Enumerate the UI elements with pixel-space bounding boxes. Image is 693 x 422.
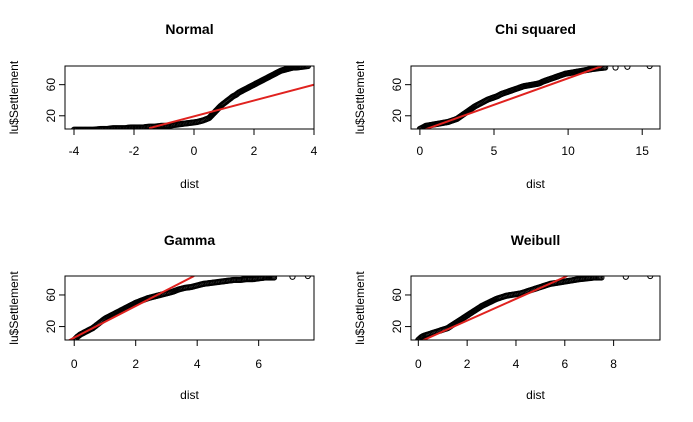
- x-tick-label: 2: [251, 144, 258, 158]
- reference-line: [423, 66, 603, 129]
- panel-title: Chi squared: [495, 21, 576, 37]
- panel-1: Chi squared 0 5 10 15 20 60 dist lu$Settlement: [353, 21, 661, 191]
- y-axis-label: lu$Settlement: [7, 60, 21, 134]
- x-axis-label: dist: [526, 177, 545, 191]
- reference-line: [148, 83, 314, 129]
- y-axis-label: lu$Settlement: [353, 60, 367, 134]
- plot-data: [416, 66, 653, 129]
- x-tick-label: 6: [561, 357, 568, 371]
- plot-frame: [64, 275, 315, 341]
- panel-title: Weibull: [511, 232, 561, 248]
- data-point: [304, 276, 311, 280]
- y-tick-label: 20: [390, 320, 404, 334]
- reference-line: [421, 276, 568, 340]
- x-tick-label: 0: [191, 144, 198, 158]
- x-tick-label: -4: [69, 144, 80, 158]
- x-tick-label: 5: [491, 144, 498, 158]
- data-point: [624, 66, 631, 70]
- data-point: [602, 66, 609, 71]
- plot-data: [415, 276, 654, 340]
- panel-title: Gamma: [164, 232, 216, 248]
- data-point: [612, 66, 619, 71]
- x-tick-label: 0: [71, 357, 78, 371]
- y-tick-label: 60: [390, 78, 404, 92]
- x-tick-label: 15: [636, 144, 650, 158]
- x-tick-label: 4: [194, 357, 201, 371]
- x-tick-label: 6: [255, 357, 262, 371]
- plot-frame: [410, 65, 661, 130]
- plot-data: [70, 66, 314, 129]
- y-axis-label: lu$Settlement: [7, 271, 21, 345]
- panel-2: Gamma 0 2 4 6 20 60 dist lu$Settlement: [7, 232, 315, 402]
- plot-data: [67, 276, 311, 340]
- plot-frame: [64, 65, 315, 130]
- y-tick-label: 60: [390, 288, 404, 302]
- x-tick-label: 4: [513, 357, 520, 371]
- x-axis-label: dist: [180, 388, 199, 402]
- x-tick-label: 4: [311, 144, 318, 158]
- y-tick-label: 20: [44, 320, 58, 334]
- plot-frame: [410, 275, 661, 341]
- x-tick-label: 0: [415, 357, 422, 371]
- panel-0: Normal -4 -2 0 2 4 20 60 dist lu$Settlement: [7, 21, 318, 191]
- data-point: [598, 276, 605, 281]
- y-tick-label: 20: [390, 109, 404, 123]
- panel-3: Weibull 0 2 4 6 8 20 60 dist lu$Settlement: [353, 232, 661, 402]
- data-point: [647, 276, 654, 280]
- y-axis-label: lu$Settlement: [353, 271, 367, 345]
- y-tick-label: 60: [44, 78, 58, 92]
- x-tick-label: -2: [129, 144, 140, 158]
- y-tick-label: 20: [44, 109, 58, 123]
- x-tick-label: 2: [132, 357, 139, 371]
- data-point: [270, 276, 278, 281]
- data-point: [622, 276, 629, 280]
- x-tick-label: 0: [417, 144, 424, 158]
- x-axis-label: dist: [180, 177, 199, 191]
- x-tick-label: 2: [464, 357, 471, 371]
- x-axis-label: dist: [526, 388, 545, 402]
- x-tick-label: 8: [610, 357, 617, 371]
- x-tick-label: 10: [561, 144, 575, 158]
- data-point: [289, 276, 296, 280]
- panel-title: Normal: [165, 21, 213, 37]
- y-tick-label: 60: [44, 288, 58, 302]
- reference-line: [67, 276, 195, 340]
